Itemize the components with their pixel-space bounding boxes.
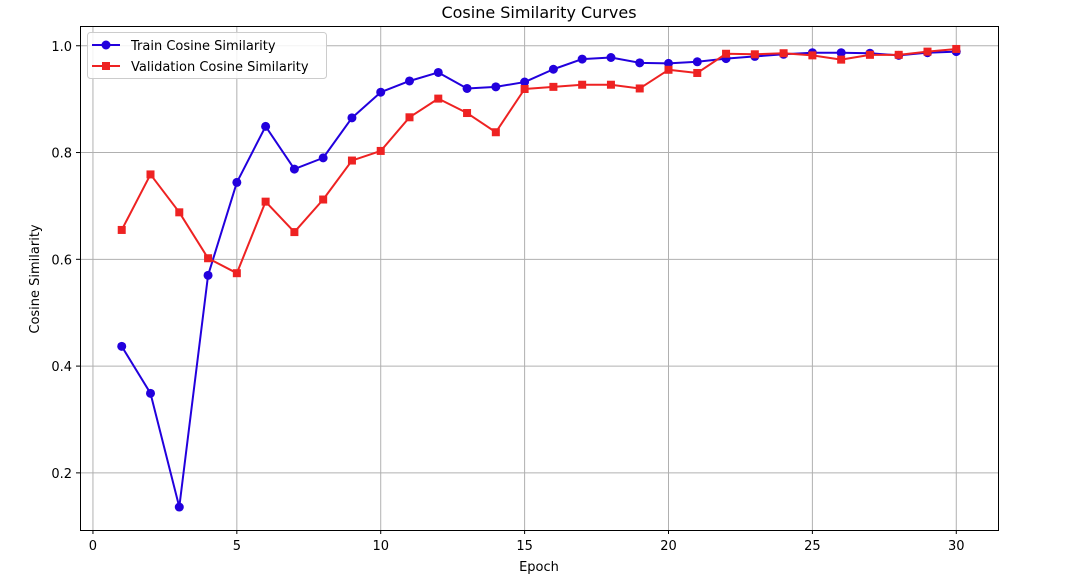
data-point-circle [203, 270, 213, 280]
y-tick-label: 0.4 [51, 360, 72, 375]
data-point-circle [232, 177, 242, 187]
legend-label: Train Cosine Similarity [130, 39, 276, 54]
data-point-square [923, 47, 932, 56]
data-point-circle [520, 77, 530, 87]
legend-entry: Validation Cosine Similarity [92, 60, 309, 75]
data-point-circle [663, 58, 673, 68]
data-point-square [549, 82, 558, 91]
data-point-circle [836, 48, 846, 58]
y-axis-label: Cosine Similarity [28, 224, 43, 334]
data-point-square [722, 49, 731, 58]
data-point-circle [462, 83, 472, 93]
data-point-square [837, 55, 846, 64]
data-point-square [894, 50, 903, 59]
data-point-circle [635, 58, 645, 68]
y-tick-label: 0.6 [51, 253, 72, 268]
data-point-square [808, 51, 817, 60]
data-point-circle [347, 113, 357, 123]
data-point-circle [117, 341, 127, 351]
y-tick-label: 0.2 [51, 467, 72, 482]
data-point-square [578, 80, 587, 89]
data-point-square [319, 195, 328, 204]
legend-label: Validation Cosine Similarity [131, 60, 309, 75]
data-point-square [693, 68, 702, 77]
x-tick-label: 5 [233, 539, 241, 554]
x-tick-label: 0 [89, 539, 97, 554]
data-point-square [520, 85, 529, 93]
data-point-square [635, 84, 644, 93]
legend: Train Cosine Similarity Validation Cosine… [87, 32, 327, 79]
data-point-square [750, 50, 759, 59]
data-point-circle [289, 164, 299, 174]
data-point-square [232, 269, 241, 278]
legend-marker-circle [101, 40, 111, 50]
data-point-circle [606, 53, 616, 62]
y-tick-label: 1.0 [51, 40, 72, 55]
data-point-circle [577, 54, 587, 64]
data-point-square [779, 49, 788, 58]
data-point-square [606, 80, 615, 89]
data-point-square [117, 225, 126, 234]
data-point-circle [405, 76, 415, 86]
x-tick-label: 20 [660, 539, 677, 554]
data-point-square [405, 113, 414, 122]
legend-marker-square [102, 62, 110, 70]
x-tick-label: 15 [516, 539, 533, 554]
data-point-square [261, 197, 270, 206]
data-point-square [664, 65, 673, 74]
data-point-circle [692, 57, 702, 67]
data-point-circle [548, 64, 558, 74]
data-point-circle [491, 82, 501, 92]
legend-box [87, 32, 327, 79]
data-point-circle [433, 67, 443, 77]
data-point-circle [261, 121, 271, 131]
data-point-square [865, 50, 874, 59]
data-point-square [434, 94, 443, 103]
series-line [120, 47, 957, 275]
data-point-square [204, 254, 213, 263]
data-point-circle [376, 87, 386, 97]
x-tick-label: 10 [372, 539, 389, 554]
data-point-square [376, 146, 385, 155]
data-point-square [146, 170, 155, 179]
data-point-square [952, 44, 961, 53]
data-point-square [463, 109, 472, 118]
data-point-circle [174, 502, 184, 512]
series-2 [117, 44, 961, 278]
data-point-square [347, 156, 356, 165]
x-axis-label: Epoch [519, 560, 559, 575]
series-line [120, 50, 957, 509]
data-point-square [175, 208, 184, 217]
data-point-square [491, 128, 500, 137]
x-tick-label: 30 [948, 539, 965, 554]
y-tick-label: 0.8 [51, 147, 72, 162]
legend-entry: Train Cosine Similarity [92, 39, 276, 54]
data-point-circle [318, 153, 328, 163]
plot-series [117, 44, 961, 512]
chart-title: Cosine Similarity Curves [441, 3, 636, 22]
data-point-circle [146, 388, 156, 398]
x-tick-label: 25 [804, 539, 821, 554]
data-point-square [290, 228, 299, 237]
plot-frame [80, 26, 999, 531]
axis-ticks: 0 5 10 15 20 25 30 0.2 0.4 0.6 0.8 1.0 [51, 40, 964, 554]
